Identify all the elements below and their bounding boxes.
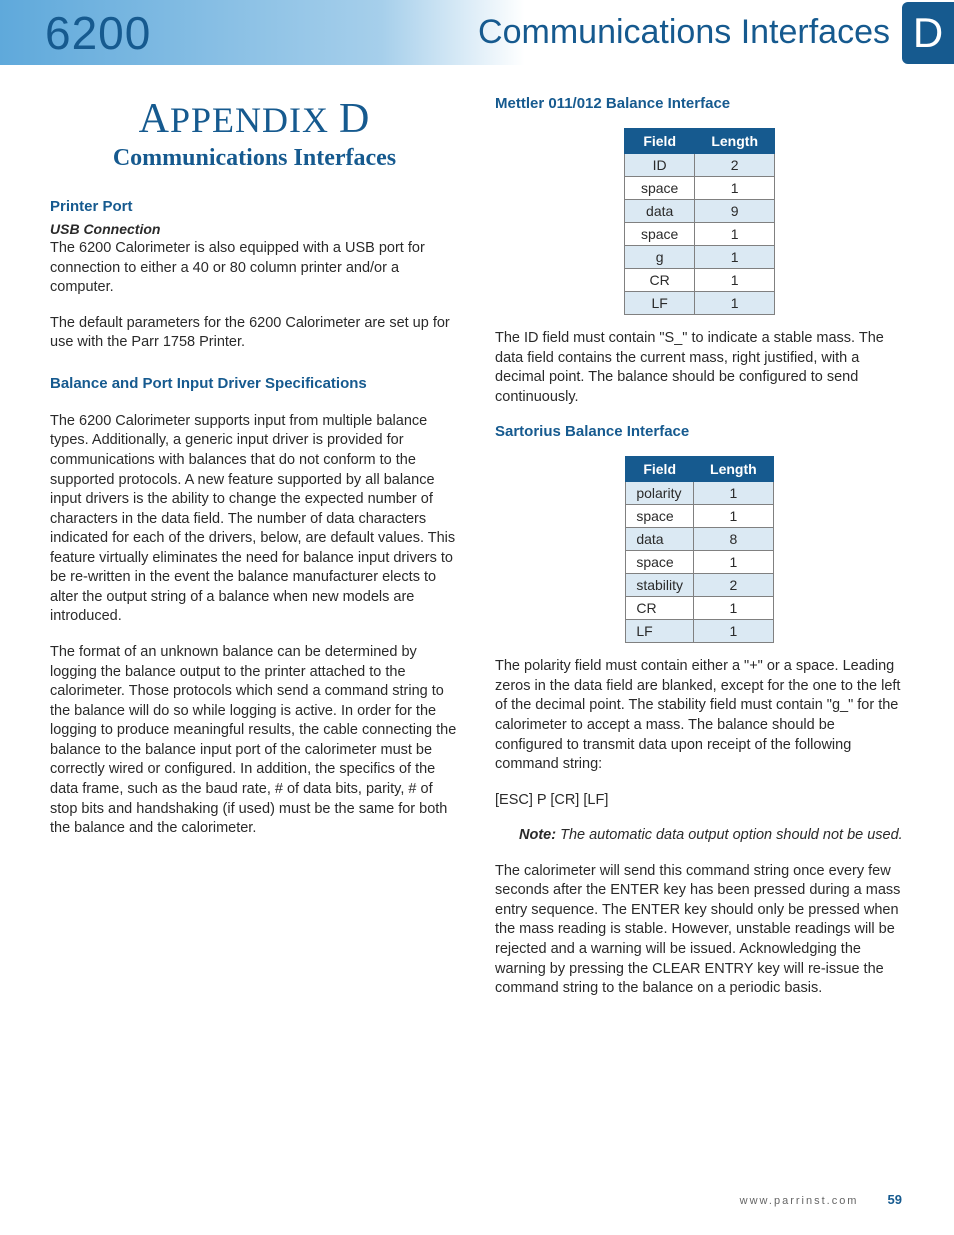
table-row: LF1 xyxy=(626,620,773,643)
table-header-row: Field Length xyxy=(626,457,773,482)
sartorius-note: Note: The automatic data output option s… xyxy=(519,826,904,846)
table-row: CR1 xyxy=(626,597,773,620)
page-body: APPENDIX D Communications Interfaces Pri… xyxy=(0,65,954,1015)
header-right-wrap: Communications Interfaces D xyxy=(478,0,954,65)
footer-page-number: 59 xyxy=(888,1192,902,1207)
table-row: space1 xyxy=(626,551,773,574)
title-word-appendix: PPENDIX xyxy=(170,100,329,140)
table-row: polarity1 xyxy=(626,482,773,505)
table-header: Field xyxy=(624,129,694,154)
appendix-title: APPENDIX D xyxy=(50,95,459,143)
table-header-row: Field Length xyxy=(624,129,774,154)
printer-port-p2: The default parameters for the 6200 Calo… xyxy=(50,314,459,353)
table-row: data8 xyxy=(626,528,773,551)
mettler-p1: The ID field must contain "S_" to indica… xyxy=(495,329,904,407)
table-row: g1 xyxy=(624,246,774,269)
title-letter-a: A xyxy=(139,96,170,142)
left-column: APPENDIX D Communications Interfaces Pri… xyxy=(50,95,459,1015)
table-header: Length xyxy=(695,129,775,154)
sartorius-table: Field Length polarity1 space1 data8 spac… xyxy=(625,456,773,643)
sartorius-cmd: [ESC] P [CR] [LF] xyxy=(495,791,904,811)
printer-port-heading: Printer Port xyxy=(50,198,459,215)
right-column: Mettler 011/012 Balance Interface Field … xyxy=(495,95,904,1015)
balance-spec-heading: Balance and Port Input Driver Specificat… xyxy=(50,375,459,392)
title-letter-d: D xyxy=(339,96,370,142)
page-header: 6200 Communications Interfaces D xyxy=(0,0,954,65)
header-tab-letter: D xyxy=(902,2,954,64)
table-row: LF1 xyxy=(624,292,774,315)
header-model: 6200 xyxy=(45,6,151,60)
table-row: stability2 xyxy=(626,574,773,597)
table-row: CR1 xyxy=(624,269,774,292)
table-header: Field xyxy=(626,457,694,482)
mettler-heading: Mettler 011/012 Balance Interface xyxy=(495,95,904,112)
table-header: Length xyxy=(694,457,774,482)
balance-spec-p2: The format of an unknown balance can be … xyxy=(50,643,459,839)
sartorius-p2: The calorimeter will send this command s… xyxy=(495,862,904,999)
balance-spec-p1: The 6200 Calorimeter supports input from… xyxy=(50,412,459,627)
table-row: data9 xyxy=(624,200,774,223)
printer-port-p1: The 6200 Calorimeter is also equipped wi… xyxy=(50,239,459,298)
note-body: The automatic data output option should … xyxy=(556,827,903,843)
table-row: space1 xyxy=(624,223,774,246)
table-row: space1 xyxy=(626,505,773,528)
mettler-table: Field Length ID2 space1 data9 space1 g1 … xyxy=(624,128,775,315)
table-row: space1 xyxy=(624,177,774,200)
header-section-title: Communications Interfaces xyxy=(478,13,890,52)
footer-url: www.parrinst.com xyxy=(740,1195,859,1207)
sartorius-p1: The polarity field must contain either a… xyxy=(495,657,904,774)
table-row: ID2 xyxy=(624,154,774,177)
usb-connection-subheading: USB Connection xyxy=(50,221,459,237)
sartorius-heading: Sartorius Balance Interface xyxy=(495,423,904,440)
page-footer: www.parrinst.com 59 xyxy=(740,1192,902,1207)
appendix-subtitle: Communications Interfaces xyxy=(50,145,459,172)
note-label: Note: xyxy=(519,827,556,843)
